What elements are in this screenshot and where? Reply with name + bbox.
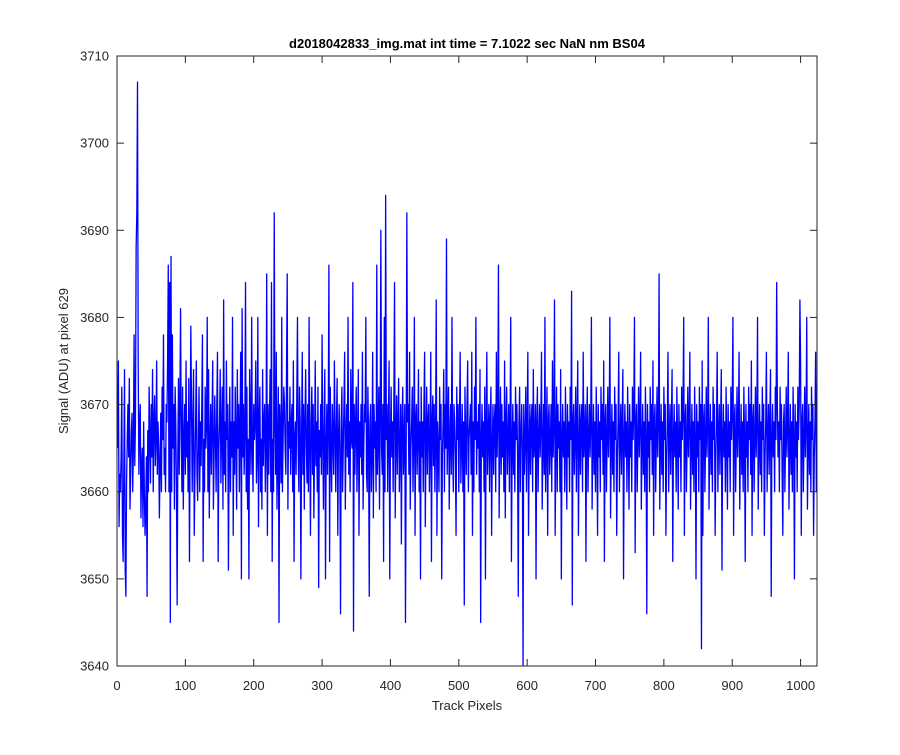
x-tick-label: 300	[311, 678, 333, 693]
axes-box	[116, 55, 818, 667]
tick-labels: 0 100 200 300 400 500 600 700 800 900 1000 3640 3650…	[80, 49, 815, 694]
y-tick-label: 3690	[80, 223, 109, 238]
x-tick-label: 900	[721, 678, 743, 693]
y-tick-label: 3700	[80, 136, 109, 151]
y-tick-label: 3710	[80, 49, 109, 64]
x-axis-label: Track Pixels	[432, 698, 503, 713]
x-tick-label: 600	[516, 678, 538, 693]
axes-layer	[116, 55, 818, 667]
plot-area	[117, 56, 817, 666]
y-tick-label: 3650	[80, 571, 109, 586]
x-tick-label: 100	[175, 678, 197, 693]
y-tick-label: 3670	[80, 397, 109, 412]
series-layer	[117, 81, 817, 666]
x-tick-label: 1000	[786, 678, 815, 693]
y-tick-label: 3640	[80, 659, 109, 674]
x-tick-label: 500	[448, 678, 470, 693]
x-tick-label: 800	[653, 678, 675, 693]
series-line-1	[117, 81, 817, 666]
y-tick-label: 3680	[80, 310, 109, 325]
x-tick-label: 200	[243, 678, 265, 693]
y-tick-label: 3660	[80, 484, 109, 499]
x-tick-label: 0	[113, 678, 120, 693]
chart-title: d2018042833_img.mat int time = 7.1022 se…	[289, 36, 646, 51]
x-tick-label: 400	[380, 678, 402, 693]
x-tick-label: 700	[585, 678, 607, 693]
y-axis-label: Signal (ADU) at pixel 629	[56, 288, 71, 434]
